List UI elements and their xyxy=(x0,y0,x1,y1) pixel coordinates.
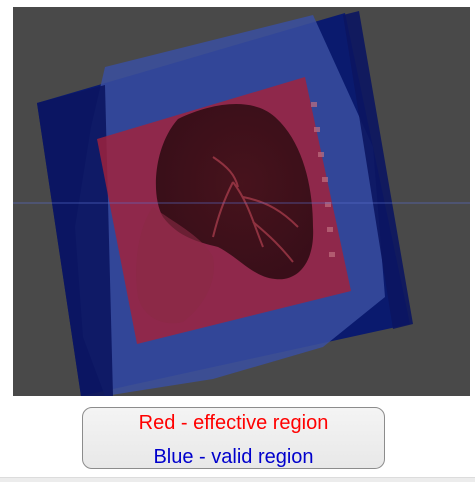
ct-scan-overlay xyxy=(13,11,470,396)
legend-valid-label: Blue - valid region xyxy=(153,446,314,468)
lung-shape xyxy=(155,104,314,280)
legend-effective-label: Red - effective region xyxy=(138,412,329,434)
legend-box: Red - effective region Blue - valid regi… xyxy=(82,407,385,469)
image-viewer[interactable] xyxy=(13,7,470,396)
bottom-divider xyxy=(0,477,475,482)
